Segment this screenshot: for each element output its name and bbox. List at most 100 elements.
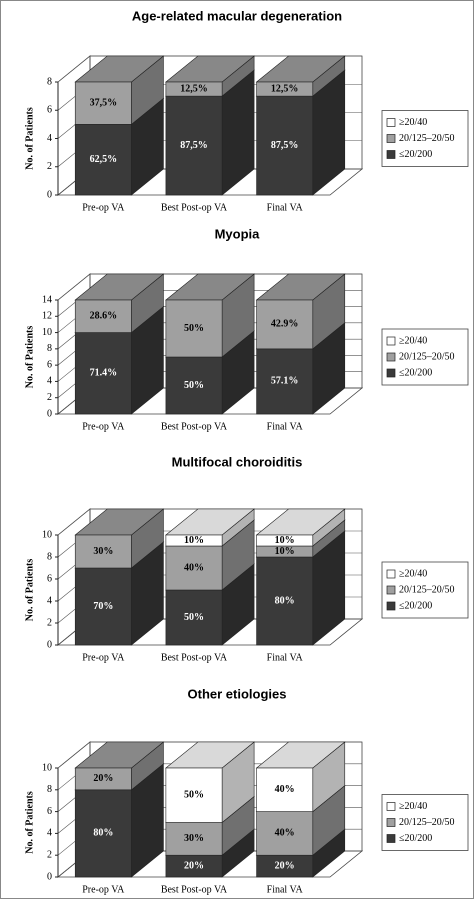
grid-line xyxy=(57,741,362,769)
value-label: 50% xyxy=(184,323,204,334)
bar xyxy=(165,534,223,547)
y-tick-label: 8 xyxy=(47,784,52,795)
y-tick-label: 0 xyxy=(47,408,52,419)
x-tick-label: Best Post-op VA xyxy=(161,421,228,432)
x-tick-label: Final VA xyxy=(267,202,304,213)
bar xyxy=(74,789,132,878)
value-label: 40% xyxy=(275,828,295,839)
bar xyxy=(256,299,314,350)
y-tick-label: 6 xyxy=(47,806,52,817)
bar xyxy=(256,767,314,812)
legend-swatch xyxy=(386,368,396,378)
value-label: 30% xyxy=(184,833,204,844)
bar xyxy=(256,348,314,415)
y-axis-label: No. of Patients xyxy=(24,107,35,170)
y-tick-label: 2 xyxy=(47,161,52,172)
bar xyxy=(165,356,223,415)
legend-swatch xyxy=(386,818,396,827)
bar xyxy=(74,767,132,791)
bar xyxy=(74,299,132,333)
y-tick-label: 0 xyxy=(47,639,52,650)
bar xyxy=(165,81,223,97)
value-label: 62,5% xyxy=(90,154,118,165)
y-tick-label: 6 xyxy=(47,359,52,370)
legend-box xyxy=(381,561,469,619)
legend-label: ≤20/200 xyxy=(399,149,432,160)
value-label: 10% xyxy=(275,535,295,546)
y-tick-label: 10 xyxy=(42,529,52,540)
legend-label: ≥20/40 xyxy=(399,117,427,128)
bar xyxy=(74,332,132,415)
value-label: 80% xyxy=(275,595,295,606)
x-tick-label: Final VA xyxy=(267,421,304,432)
value-label: 12,5% xyxy=(180,83,208,94)
y-tick-label: 8 xyxy=(47,551,52,562)
legend-box xyxy=(381,328,469,386)
bar xyxy=(256,811,314,856)
bar xyxy=(165,95,223,196)
legend-label: ≤20/200 xyxy=(399,600,432,611)
x-tick-label: Pre-op VA xyxy=(82,202,125,213)
chart-title: Other etiologies xyxy=(188,686,287,701)
legend-swatch xyxy=(386,802,396,811)
bar xyxy=(256,81,314,97)
legend-swatch xyxy=(386,134,396,143)
bar xyxy=(165,545,223,591)
value-label: 10% xyxy=(275,546,295,557)
x-tick-label: Best Post-op VA xyxy=(161,652,228,663)
y-tick-label: 4 xyxy=(47,133,52,144)
value-label: 50% xyxy=(184,612,204,623)
bar xyxy=(256,556,314,646)
bar xyxy=(74,534,132,569)
legend-box xyxy=(381,794,469,851)
value-label: 20% xyxy=(184,860,204,871)
x-tick-label: Pre-op VA xyxy=(82,421,125,432)
bar xyxy=(74,567,132,646)
x-tick-label: Final VA xyxy=(267,884,304,895)
legend-label: 20/125–20/50 xyxy=(399,133,455,144)
value-label: 50% xyxy=(184,790,204,801)
bar xyxy=(165,822,223,856)
legend-label: ≤20/200 xyxy=(399,833,432,844)
x-tick-label: Final VA xyxy=(267,652,304,663)
value-label: 70% xyxy=(93,601,113,612)
value-label: 42.9% xyxy=(271,319,299,330)
y-tick-label: 4 xyxy=(47,595,52,606)
bar xyxy=(74,124,132,196)
value-label: 87,5% xyxy=(271,140,299,151)
value-label: 30% xyxy=(93,546,113,557)
bar xyxy=(74,81,132,125)
grid-line xyxy=(57,508,362,536)
value-label: 12,5% xyxy=(271,83,299,94)
legend-label: ≥20/40 xyxy=(399,801,427,812)
legend-label: 20/125–20/50 xyxy=(399,351,455,362)
y-tick-label: 8 xyxy=(47,343,52,354)
value-label: 40% xyxy=(184,562,204,573)
y-tick-label: 2 xyxy=(47,849,52,860)
legend-label: ≥20/40 xyxy=(399,335,427,346)
legend-label: 20/125–20/50 xyxy=(399,584,455,595)
grid-line xyxy=(57,273,362,301)
y-tick-label: 12 xyxy=(42,311,52,322)
chart-title: Multifocal choroiditis xyxy=(172,454,303,469)
value-label: 87,5% xyxy=(180,140,208,151)
value-label: 71.4% xyxy=(90,368,118,379)
y-tick-label: 0 xyxy=(47,871,52,882)
value-label: 37,5% xyxy=(90,97,118,108)
bar xyxy=(256,534,314,547)
legend-label: 20/125–20/50 xyxy=(399,817,455,828)
y-tick-label: 2 xyxy=(47,617,52,628)
value-label: 57.1% xyxy=(271,376,299,387)
y-axis-label: No. of Patients xyxy=(24,326,35,389)
value-label: 20% xyxy=(275,860,295,871)
value-label: 20% xyxy=(93,773,113,784)
y-tick-label: 4 xyxy=(47,828,52,839)
y-tick-label: 6 xyxy=(47,573,52,584)
y-tick-label: 10 xyxy=(42,327,52,338)
bar xyxy=(165,299,223,358)
legend-box xyxy=(381,110,469,167)
legend-label: ≥20/40 xyxy=(399,568,427,579)
legend-swatch xyxy=(386,585,396,595)
grid-line xyxy=(57,55,362,83)
